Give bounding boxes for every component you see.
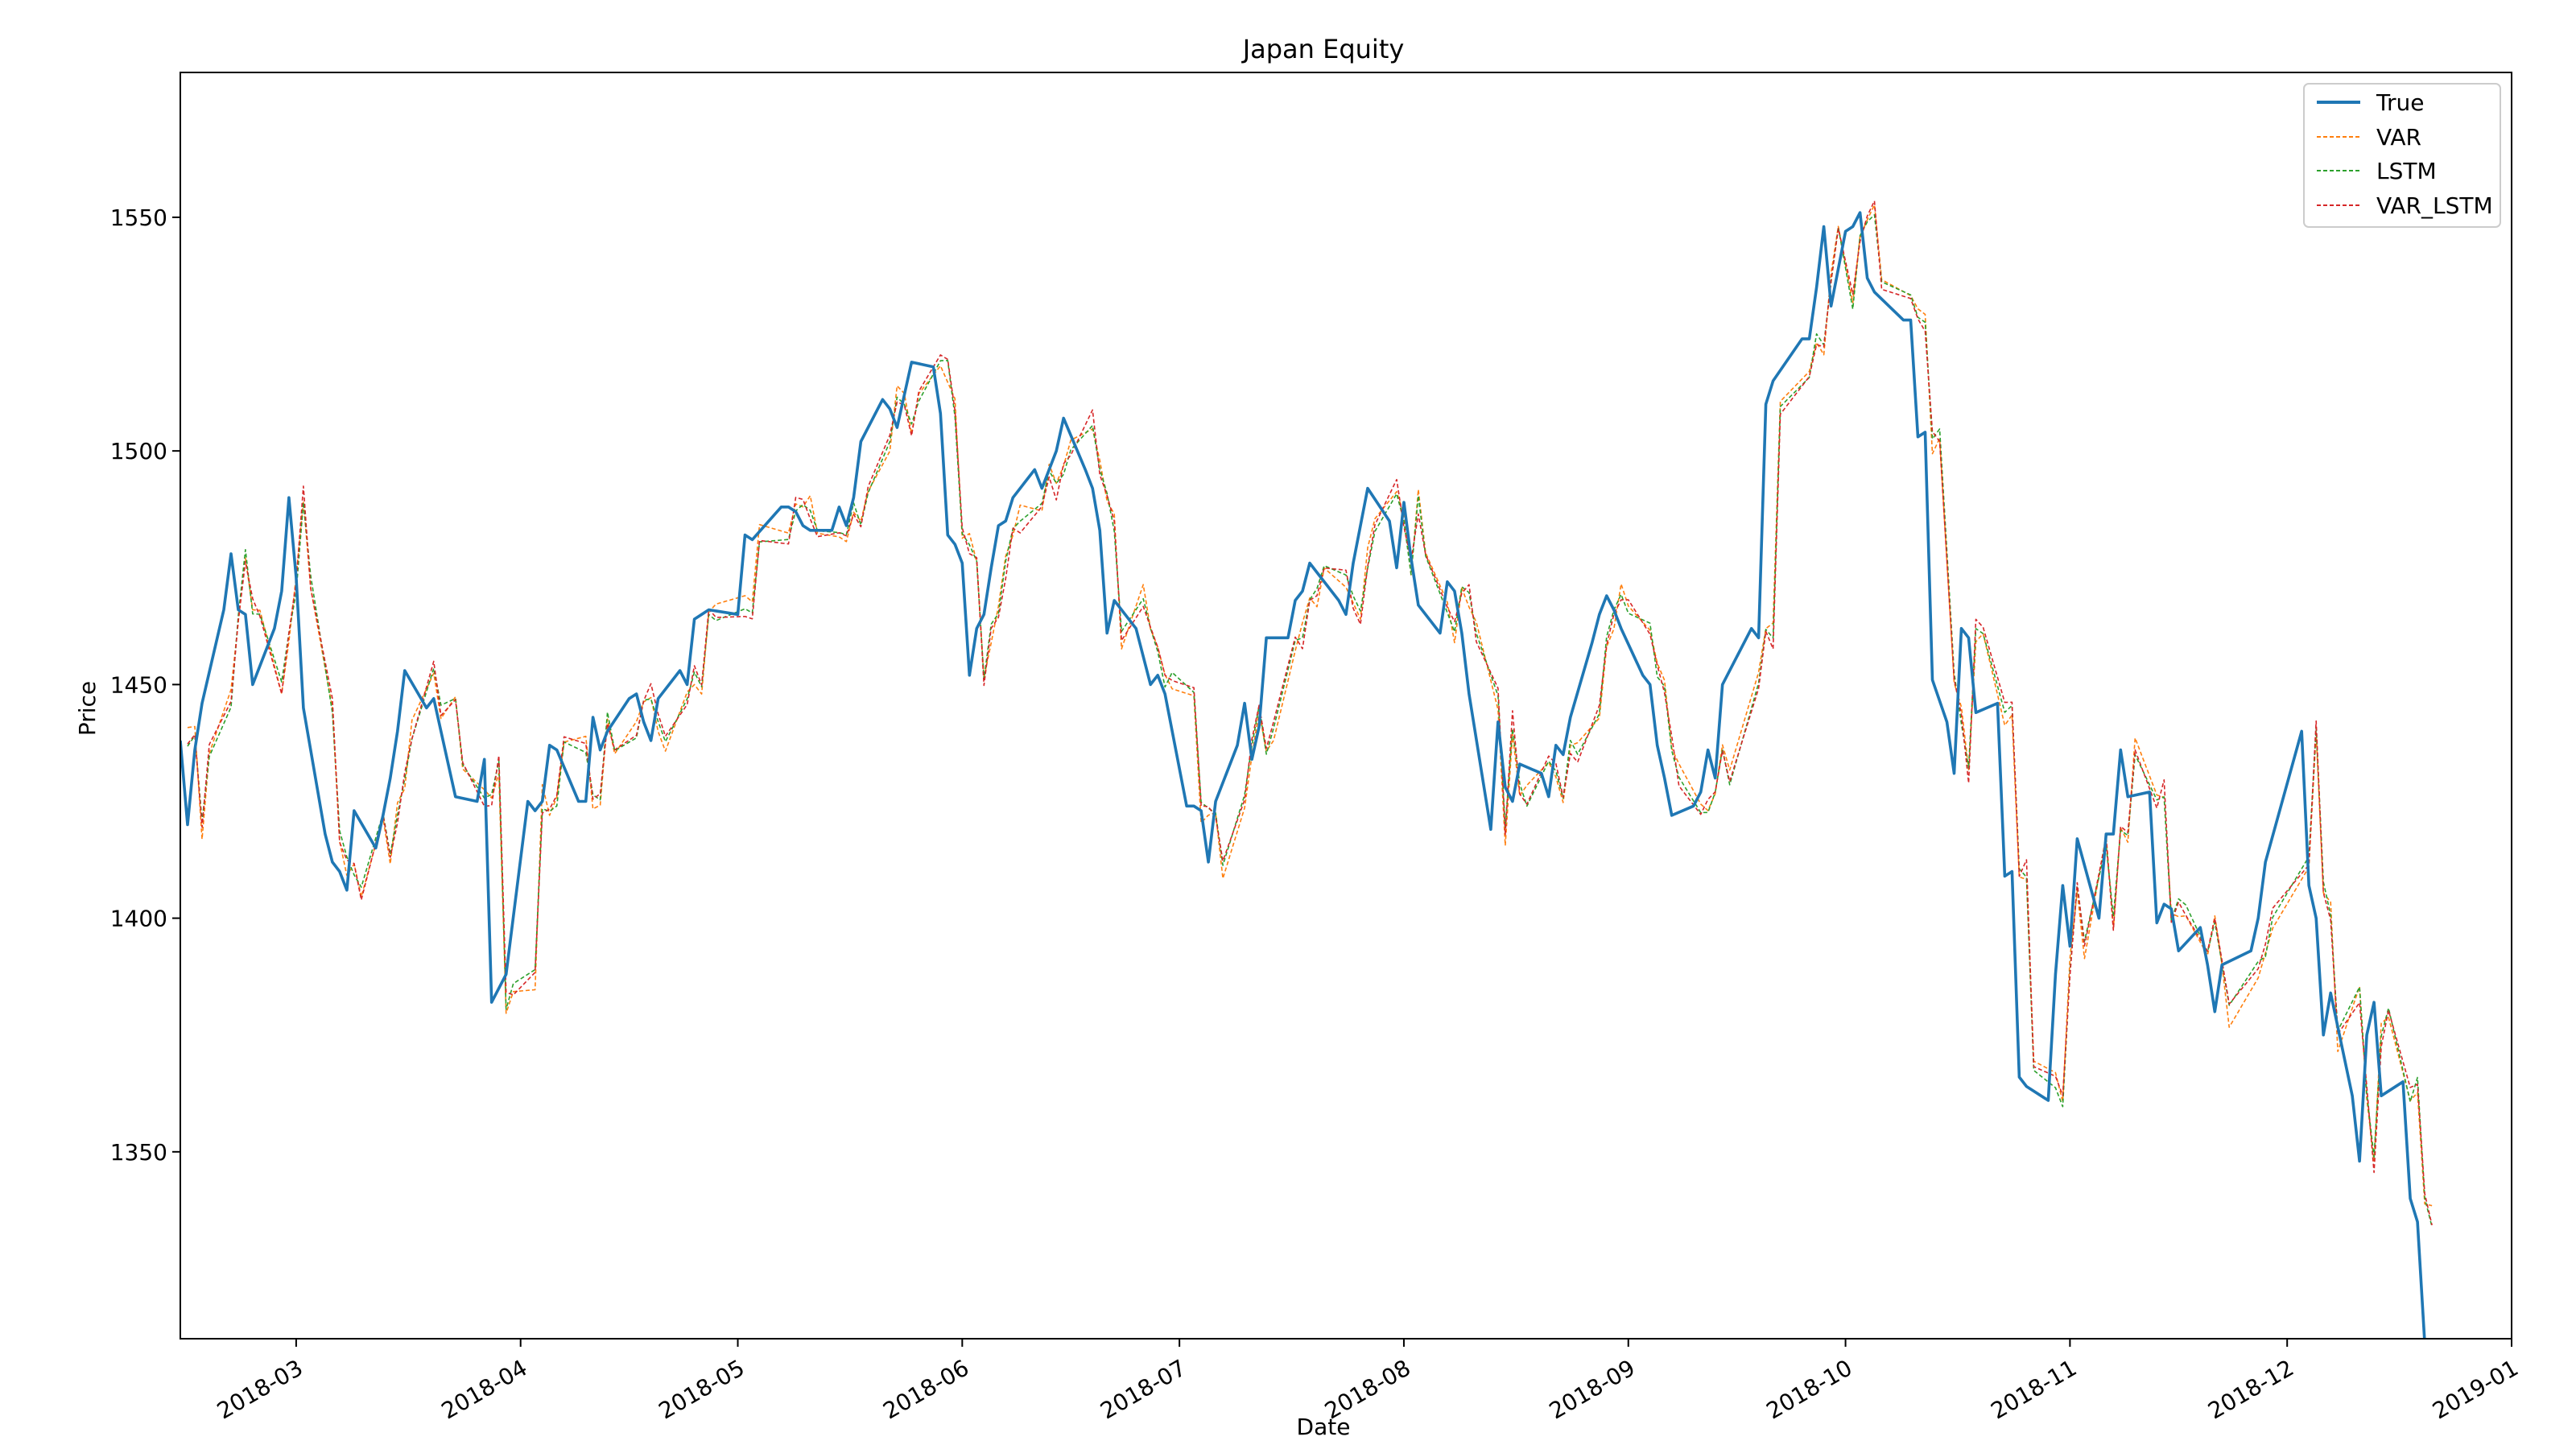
series-layer (180, 200, 2433, 1339)
y-tick-label: 1550 (110, 204, 167, 231)
legend-box (2303, 83, 2501, 228)
legend-label-lstm: LSTM (2376, 158, 2437, 184)
legend-label-var-lstm: VAR_LSTM (2376, 192, 2493, 219)
y-tick-label: 1450 (110, 671, 167, 698)
legend: True VAR LSTM VAR_LSTM (2303, 83, 2501, 228)
y-tick-label: 1350 (110, 1139, 167, 1166)
series-line-lstm (187, 214, 2433, 1228)
plot-frame (180, 72, 2512, 1340)
y-axis-label: Price (74, 681, 101, 736)
series-line-var-lstm (187, 200, 2433, 1226)
y-tick-label: 1500 (110, 438, 167, 464)
x-axis-label: Date (1297, 1414, 1351, 1440)
series-line-true (180, 211, 2426, 1339)
legend-label-true: True (2376, 89, 2424, 116)
legend-label-var: VAR (2376, 124, 2421, 151)
y-ticks: 1350 1400 1450 1500 1550 (110, 204, 180, 1166)
chart-title: Japan Equity (1241, 34, 1405, 64)
y-tick-label: 1400 (110, 906, 167, 932)
series-line-var (187, 204, 2433, 1207)
